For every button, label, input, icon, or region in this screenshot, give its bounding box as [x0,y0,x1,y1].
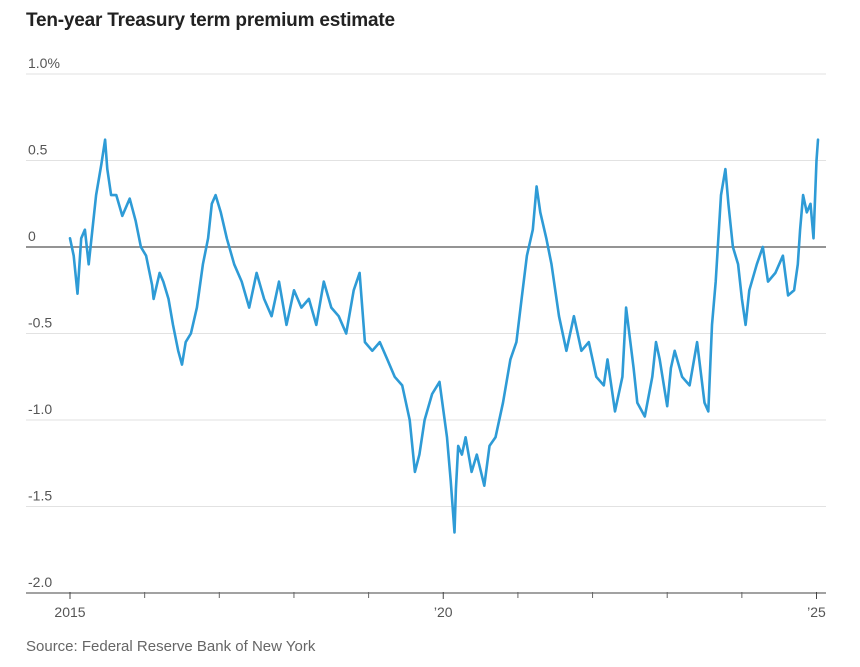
y-tick-label: -0.5 [28,315,52,331]
plot-area [68,138,820,534]
y-tick-label: 1.0% [28,55,60,71]
x-tick-label: 2015 [54,604,85,620]
y-axis-labels: 1.0% 0.5 0 -0.5 -1.0 -1.5 -2.0 [28,55,60,590]
x-tick-label: ’20 [434,604,453,620]
y-tick-label: -1.0 [28,401,52,417]
y-tick-label: 0.5 [28,142,48,158]
x-tick-label: ’25 [807,604,826,620]
y-tick-label: 0 [28,228,36,244]
x-axis: 2015 ’20 ’25 [54,592,826,620]
y-tick-label: -2.0 [28,574,52,590]
series-line [68,138,820,534]
y-tick-label: -1.5 [28,488,52,504]
source-note: Source: Federal Reserve Bank of New York [26,638,316,655]
gridlines [26,73,826,594]
chart-title: Ten-year Treasury term premium estimate [26,10,395,31]
